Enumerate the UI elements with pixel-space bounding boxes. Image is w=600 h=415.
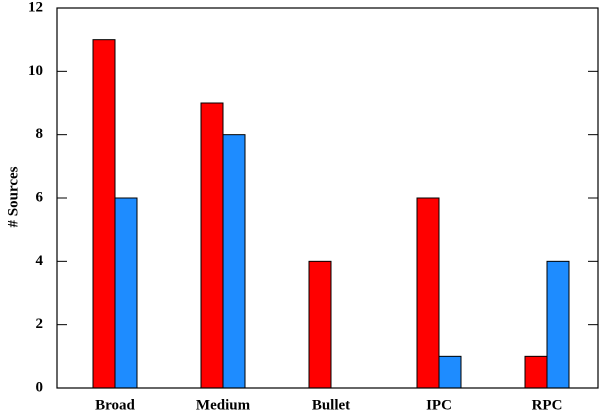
- x-tick-label: IPC: [426, 397, 452, 413]
- bar: [92, 39, 116, 389]
- bar: [222, 134, 246, 389]
- y-tick-label: 6: [36, 189, 44, 205]
- x-tick-label: RPC: [532, 397, 563, 413]
- y-tick-label: 8: [36, 126, 44, 142]
- bar: [308, 260, 332, 389]
- y-axis-label: # Sources: [5, 166, 21, 227]
- y-tick-label: 12: [28, 0, 43, 15]
- x-tick-label: Medium: [196, 397, 251, 413]
- bar: [524, 355, 548, 389]
- bar: [200, 102, 224, 389]
- y-tick-label: 4: [36, 253, 44, 269]
- bar: [416, 197, 440, 389]
- y-tick-label: 10: [28, 63, 43, 79]
- x-tick-label: Bullet: [312, 397, 350, 413]
- plot-frame: [56, 7, 599, 389]
- x-tick-label: Broad: [95, 397, 135, 413]
- y-tick-label: 2: [36, 316, 44, 332]
- y-tick-label: 0: [36, 379, 44, 395]
- bar: [438, 355, 462, 389]
- bar: [114, 197, 138, 389]
- bar: [546, 260, 570, 389]
